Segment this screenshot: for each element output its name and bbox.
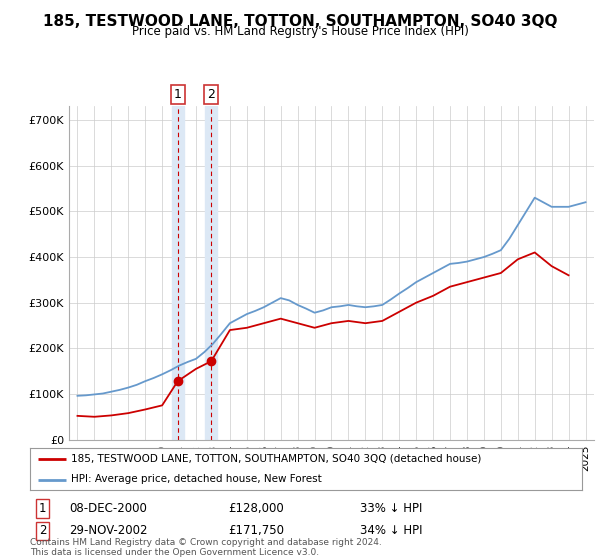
Text: 2: 2 <box>208 88 215 101</box>
Text: HPI: Average price, detached house, New Forest: HPI: Average price, detached house, New … <box>71 474 322 484</box>
Text: £171,750: £171,750 <box>228 524 284 538</box>
Bar <box>172 106 184 440</box>
Text: 185, TESTWOOD LANE, TOTTON, SOUTHAMPTON, SO40 3QQ: 185, TESTWOOD LANE, TOTTON, SOUTHAMPTON,… <box>43 14 557 29</box>
Text: 185, TESTWOOD LANE, TOTTON, SOUTHAMPTON, SO40 3QQ (detached house): 185, TESTWOOD LANE, TOTTON, SOUTHAMPTON,… <box>71 454 482 464</box>
Text: Price paid vs. HM Land Registry's House Price Index (HPI): Price paid vs. HM Land Registry's House … <box>131 25 469 38</box>
Text: 34% ↓ HPI: 34% ↓ HPI <box>360 524 422 538</box>
Text: 1: 1 <box>39 502 47 515</box>
Text: 2: 2 <box>39 524 47 538</box>
Text: 33% ↓ HPI: 33% ↓ HPI <box>360 502 422 515</box>
Text: 1: 1 <box>174 88 182 101</box>
Text: 08-DEC-2000: 08-DEC-2000 <box>69 502 147 515</box>
Text: £128,000: £128,000 <box>228 502 284 515</box>
Bar <box>205 106 217 440</box>
Text: Contains HM Land Registry data © Crown copyright and database right 2024.
This d: Contains HM Land Registry data © Crown c… <box>30 538 382 557</box>
Text: 29-NOV-2002: 29-NOV-2002 <box>69 524 148 538</box>
